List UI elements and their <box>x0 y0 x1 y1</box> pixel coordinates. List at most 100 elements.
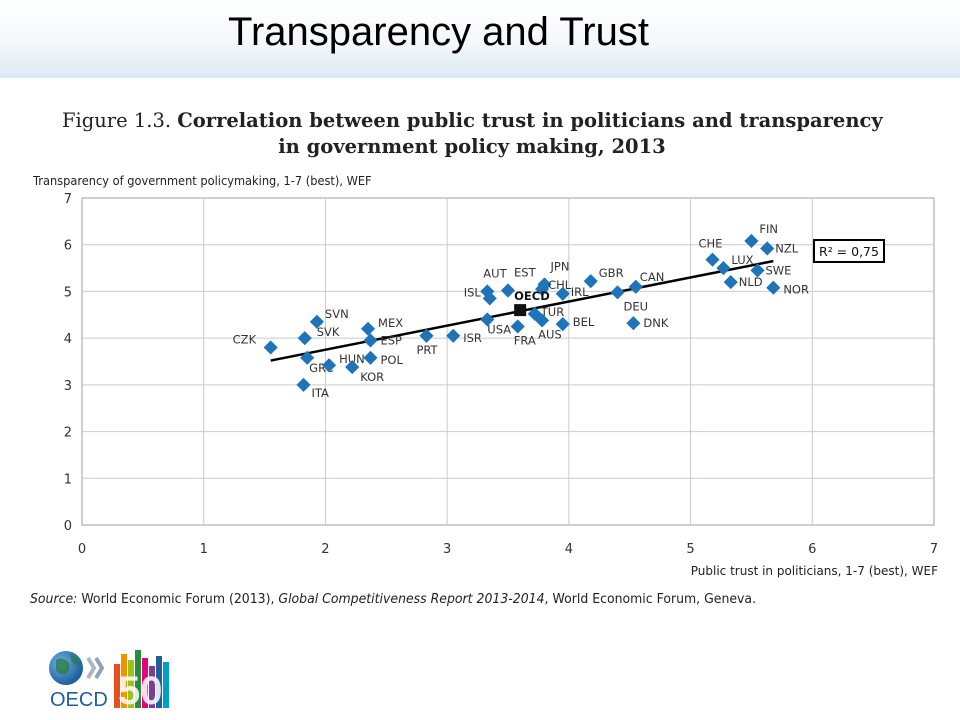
point-label: SVN <box>325 307 349 321</box>
data-point <box>309 314 324 329</box>
point-label: CHE <box>698 237 722 251</box>
x-tick-label: 4 <box>565 542 573 557</box>
x-tick-label: 2 <box>321 542 329 557</box>
data-point <box>500 283 516 298</box>
y-tick-label: 3 <box>64 379 72 394</box>
data-point <box>446 328 461 343</box>
x-tick-label: 1 <box>200 542 208 557</box>
data-point <box>296 377 311 392</box>
figure-title-line1: Correlation between public trust in poli… <box>177 109 883 132</box>
source-label: Source: <box>30 592 78 607</box>
data-point <box>480 312 495 327</box>
data-point <box>510 319 525 334</box>
x-tick-label: 3 <box>443 542 451 557</box>
x-tick-label: 7 <box>930 542 938 557</box>
point-label: NLD <box>739 275 763 289</box>
data-point <box>419 328 434 343</box>
point-label: MEX <box>378 316 403 330</box>
point-label: NZL <box>775 241 798 255</box>
point-label: ISR <box>463 331 482 345</box>
x-axis-title: Public trust in politicians, 1-7 (best),… <box>691 564 938 578</box>
oecd-average-marker <box>514 304 527 317</box>
data-point <box>263 340 278 355</box>
data-point <box>535 282 550 297</box>
y-tick-label: 2 <box>64 426 72 441</box>
figure-title: Figure 1.3. Correlation between public t… <box>62 108 942 160</box>
x-tick-label: 5 <box>686 542 694 557</box>
data-point <box>555 317 570 332</box>
oecd-50-logo: OECD 50 <box>49 650 169 710</box>
source-text: World Economic Forum (2013), <box>77 592 279 607</box>
title-bar <box>0 0 960 78</box>
x-tick-label: 6 <box>808 542 816 557</box>
data-point <box>535 313 550 328</box>
source-report: Global Competitiveness Report 2013-2014 <box>278 592 545 607</box>
data-point <box>363 350 378 365</box>
logo-text: OECD <box>50 689 108 710</box>
point-label: PRT <box>416 343 438 357</box>
data-point <box>705 252 720 267</box>
data-point <box>300 350 315 365</box>
data-point <box>610 285 625 300</box>
data-point <box>482 291 497 306</box>
point-label: SWE <box>766 263 792 277</box>
point-label: AUS <box>538 327 562 341</box>
y-tick-label: 6 <box>64 239 72 254</box>
point-label: BEL <box>573 315 595 329</box>
y-tick-label: 1 <box>64 472 72 487</box>
point-label: DNK <box>643 316 668 330</box>
logo-number: 50 <box>118 669 163 710</box>
data-point <box>322 358 337 373</box>
point-label: FIN <box>759 222 778 236</box>
point-label: HUN <box>339 352 365 366</box>
scatter-chart: 0 1 2 3 4 5 6 7 0 1 2 3 4 5 6 7 Public trust in politici… <box>64 192 938 578</box>
point-label: CZK <box>233 332 257 346</box>
figure-label: Figure 1.3. <box>62 109 172 132</box>
source-tail: , World Economic Forum, Geneva. <box>544 592 757 607</box>
point-label: USA <box>487 322 511 336</box>
data-point <box>750 263 765 278</box>
point-label: POL <box>380 353 403 367</box>
data-point <box>723 275 738 290</box>
y-tick-label: 4 <box>64 332 72 347</box>
point-label: JPN <box>550 259 570 273</box>
point-label: GBR <box>599 266 624 280</box>
data-point <box>360 321 376 336</box>
y-tick-label: 5 <box>64 285 72 300</box>
plot-area <box>81 197 935 526</box>
slide-title: Transparency and Trust <box>228 10 649 54</box>
point-label: DEU <box>624 299 649 313</box>
point-label: LUX <box>731 253 753 267</box>
y-tick-label: 0 <box>64 519 72 534</box>
point-label: ISL <box>464 285 482 299</box>
point-label: FRA <box>514 333 536 347</box>
point-label: EST <box>514 265 537 279</box>
r-squared-label: R² = 0,75 <box>819 244 879 259</box>
data-point <box>760 241 775 256</box>
data-point <box>363 333 378 348</box>
point-label: ITA <box>312 386 330 400</box>
data-point <box>345 360 360 375</box>
logo-bars <box>114 650 169 708</box>
data-point <box>766 280 781 295</box>
r-squared-box <box>813 239 885 263</box>
point-label: KOR <box>360 370 384 384</box>
data-point <box>626 316 641 331</box>
point-label: AUT <box>483 266 507 280</box>
data-point <box>555 286 570 301</box>
data-point <box>744 233 759 249</box>
point-label: TUR <box>540 305 564 319</box>
point-label: CHL <box>548 278 572 292</box>
data-point <box>583 274 598 289</box>
point-label: CAN <box>640 270 665 284</box>
point-label: NOR <box>783 283 809 297</box>
data-point <box>716 261 731 276</box>
y-axis-title: Transparency of government policymaking,… <box>33 174 372 188</box>
point-label: SVK <box>317 325 340 339</box>
figure-title-line2: in government policy making, 2013 <box>278 135 666 158</box>
source-note: Source: World Economic Forum (2013), Glo… <box>30 592 756 607</box>
data-point <box>628 279 643 294</box>
y-tick-label: 7 <box>64 192 72 207</box>
x-tick-label: 0 <box>78 542 86 557</box>
data-point <box>297 331 312 346</box>
